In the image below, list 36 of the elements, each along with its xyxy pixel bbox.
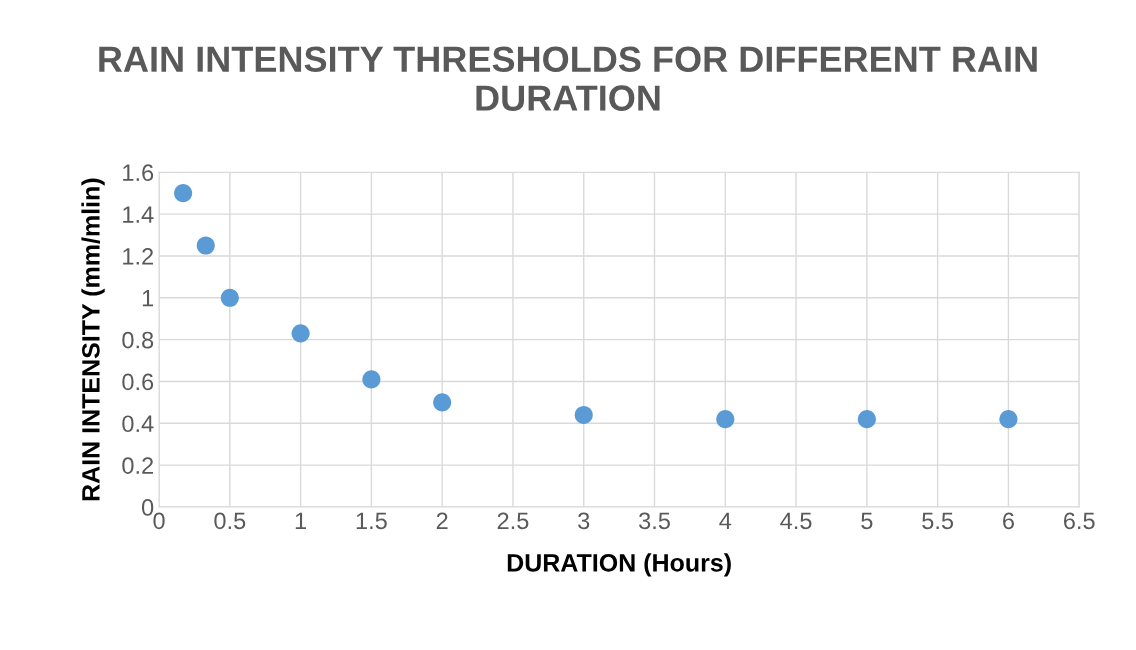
point: [433, 393, 452, 412]
point: [291, 324, 310, 343]
point: [857, 410, 876, 429]
point: [999, 410, 1018, 429]
point: [196, 236, 215, 255]
x-tick-label: 6.5: [1063, 512, 1095, 530]
point: [362, 370, 381, 389]
y-axis-title: RAIN INTENSITY (mm/mlin): [81, 178, 105, 501]
chart-title: RAIN INTENSITY THRESHOLDS FOR DIFFERENT RAIN DURATION: [99, 46, 1037, 111]
y-tick-label: 1.2: [123, 248, 153, 265]
x-tick-label: 3: [578, 512, 590, 530]
x-tick-label: 1: [295, 512, 307, 529]
y-tick-label: 0: [141, 499, 154, 516]
x-tick-label: 2: [436, 512, 448, 529]
x-tick-label: 1.5: [356, 512, 387, 530]
point: [220, 288, 239, 307]
x-tick-label: 2.5: [497, 512, 529, 530]
y-tick-label: 0.8: [122, 331, 154, 349]
x-tick-label: 4.5: [780, 512, 812, 530]
x-tick-label: 0: [153, 512, 165, 530]
point: [716, 410, 735, 429]
x-tick-label: 5: [861, 512, 873, 530]
y-tick-label: 1.6: [123, 164, 154, 182]
y-tick-label: 1: [142, 290, 154, 307]
x-tick-label: 0.5: [214, 512, 246, 530]
x-tick-label: 3.5: [639, 512, 670, 530]
x-axis-title: DURATION (Hours): [507, 553, 731, 577]
y-tick-label: 1.4: [123, 206, 154, 223]
point: [174, 184, 193, 203]
y-tick-label: 0.4: [122, 415, 154, 433]
x-tick-label: 5.5: [922, 512, 954, 530]
x-tick-label: 6: [1003, 512, 1014, 530]
x-tick-label: 4: [719, 512, 732, 529]
y-tick-label: 0.2: [122, 457, 153, 474]
y-tick-label: 0.6: [122, 373, 154, 391]
point: [574, 405, 593, 424]
